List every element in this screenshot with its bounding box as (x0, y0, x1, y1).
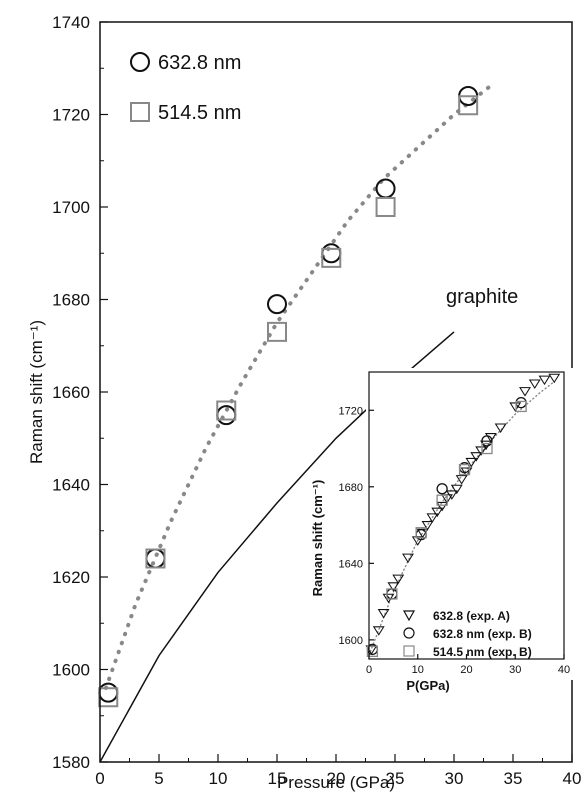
main-axes: 0 5 10 15 20 25 30 35 40 1580 1600 1620 1640 1660 1680… (52, 13, 581, 788)
main-y-tick-label: 1660 (52, 383, 90, 402)
inset-background (366, 368, 578, 680)
inset-x-axis-label: P(GPa) (406, 678, 449, 693)
main-point-square (321, 247, 342, 268)
inset-point-triangle (436, 501, 449, 512)
inset-point-triangle (455, 475, 468, 485)
inset-plot-frame (368, 371, 565, 660)
inset-point-triangle (387, 582, 400, 592)
inset-point-triangle (519, 387, 531, 397)
inset-x-tick-label: 30 (509, 664, 521, 676)
main-x-tick-label: 30 (445, 769, 464, 788)
inset-y-axis-label: Raman shift (cm⁻¹) (310, 480, 325, 597)
main-y-tick-label: 1620 (52, 568, 90, 587)
inset-point-square (515, 400, 527, 413)
inset-point-triangle (484, 433, 497, 443)
legend-marker-square (130, 102, 150, 122)
inset-point-triangle (494, 423, 507, 433)
main-y-tick-label: 1600 (52, 661, 90, 680)
main-y-tick-label: 1720 (52, 106, 90, 125)
inset-point-triangle (431, 507, 444, 518)
inset-point-triangle (411, 536, 424, 546)
y-axis-label: Raman shift (cm⁻¹) (27, 320, 46, 464)
inset-y-tick-label: 1640 (339, 558, 363, 570)
inset-point-square (458, 463, 471, 476)
inset-point-triangle (470, 452, 483, 462)
inset-point-triangle (392, 574, 405, 585)
main-x-tick-label: 20 (327, 769, 346, 788)
legend-marker-circle (130, 52, 150, 72)
main-fit-curve (103, 84, 492, 690)
inset-point-triangle (372, 626, 385, 636)
inset-y-tick-label: 1720 (339, 405, 363, 417)
main-y-tick-label: 1640 (52, 476, 90, 495)
inset-legend-label-exp-a: 632.8 (exp. A) (433, 609, 510, 623)
main-y-tick-label: 1700 (52, 198, 90, 217)
main-x-tick-label: 40 (563, 769, 582, 788)
main-point-square (375, 197, 396, 217)
inset-legend: 632.8 (exp. A) 632.8 nm (exp. B) 514.5 n… (402, 609, 532, 659)
inset-x-tick-label: 0 (366, 664, 372, 676)
inset-point-triangle (377, 609, 390, 619)
inset-point-square (436, 494, 448, 506)
inset-point-triangle (450, 484, 463, 495)
inset-legend-label-exp-b-514: 514.5 nm (exp. B) (433, 645, 532, 659)
inset-point-triangle (548, 373, 561, 384)
main-point-circle (267, 294, 287, 315)
main-point-square (458, 95, 479, 116)
inset-point-square (386, 588, 398, 600)
inset-legend-label-exp-b-632: 632.8 nm (exp. B) (433, 627, 532, 641)
main-y-tick-label: 1680 (52, 291, 90, 310)
inset-point-triangle (465, 457, 478, 468)
inset-point-triangle (445, 490, 458, 500)
main-x-tick-label: 25 (386, 769, 405, 788)
inset-point-triangle (402, 553, 414, 564)
main-x-tick-label: 15 (268, 769, 287, 788)
x-axis-label: Pressure (GPa) (277, 773, 395, 792)
inset-legend-marker-circle (403, 627, 415, 639)
inset-point-triangle (426, 513, 439, 523)
main-y-tick-label: 1580 (52, 753, 90, 772)
inset-axes: 0 10 20 30 40 1600 1640 1680 1720 (339, 405, 571, 676)
inset-point-circle (481, 435, 493, 447)
main-x-tick-label: 35 (504, 769, 523, 788)
inset-point-triangle (475, 446, 488, 456)
legend-label-514: 514.5 nm (158, 102, 241, 124)
inset-point-triangle (528, 379, 541, 389)
inset-y-tick-label: 1680 (339, 482, 363, 494)
main-x-tick-label: 5 (154, 769, 163, 788)
main-point-square (216, 400, 237, 421)
inset-y-tick-label: 1600 (339, 635, 363, 647)
graphite-annotation: graphite (446, 286, 518, 308)
inset-legend-marker-square (403, 645, 415, 657)
inset-x-tick-label: 10 (412, 664, 424, 676)
legend-label-632: 632.8 nm (158, 52, 241, 74)
inset-x-tick-label: 40 (558, 664, 570, 676)
inset-point-square (481, 442, 493, 455)
main-x-tick-label: 10 (209, 769, 228, 788)
inset-point-circle (436, 483, 448, 495)
inset-markers (365, 373, 561, 657)
main-point-square (145, 548, 166, 569)
inset-point-triangle (538, 375, 551, 386)
main-markers (98, 86, 479, 708)
main-y-tick-label: 1740 (52, 13, 90, 32)
inset-legend-marker-triangle (402, 610, 416, 622)
inset-x-tick-label: 20 (460, 664, 472, 676)
main-x-tick-label: 0 (95, 769, 104, 788)
inset-point-square (415, 527, 427, 539)
main-legend: 632.8 nm 514.5 nm (130, 52, 241, 124)
inset-point-triangle (421, 521, 434, 531)
inset-point-square (366, 645, 379, 657)
main-point-square (267, 321, 287, 342)
